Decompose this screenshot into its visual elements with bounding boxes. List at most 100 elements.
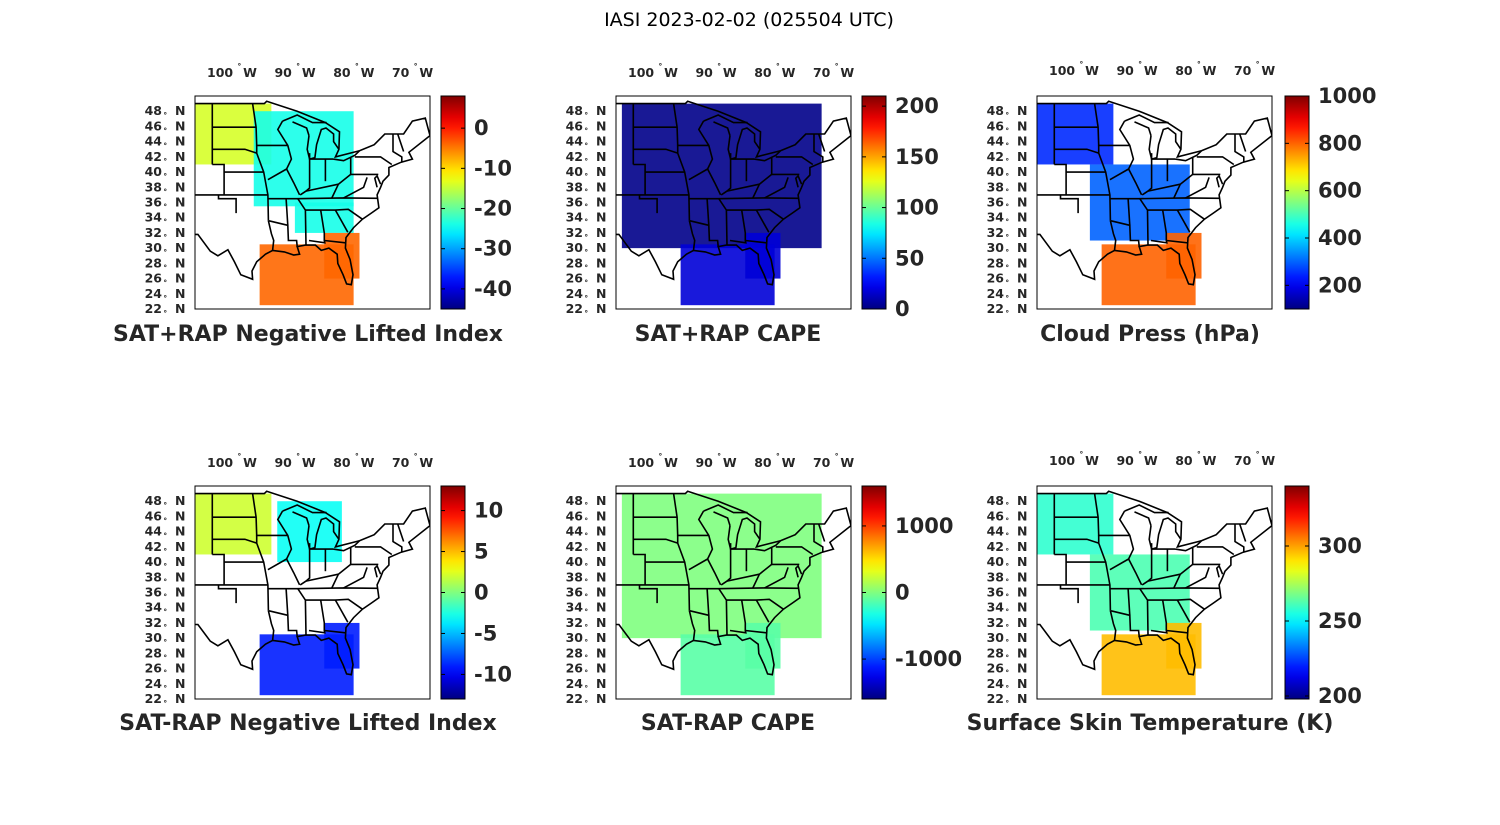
state-border — [396, 523, 405, 542]
lat-hemisphere-label: N — [175, 210, 185, 225]
lon-hemisphere-label: W — [840, 455, 854, 470]
lon-tick-label: 70 — [392, 65, 410, 80]
lat-hemisphere-label: N — [175, 286, 185, 301]
degree-symbol: ˚ — [584, 578, 589, 589]
state-border — [267, 220, 275, 251]
degree-symbol: ˚ — [163, 249, 168, 260]
lat-tick-label: 36 — [145, 585, 163, 600]
colorbar-tick-label: 0 — [895, 581, 910, 605]
map-borders — [195, 100, 430, 286]
panel-title: SAT-RAP CAPE — [641, 711, 815, 736]
colorbar — [1285, 486, 1309, 699]
state-border — [268, 197, 378, 200]
lon-hemisphere-label: W — [1261, 63, 1275, 78]
lon-hemisphere-label: W — [664, 455, 678, 470]
state-border — [1148, 127, 1182, 161]
colorbar-tick-label: 0 — [474, 581, 489, 605]
state-border — [727, 127, 761, 161]
degree-symbol: ˚ — [834, 453, 839, 464]
lat-hemisphere-label: N — [596, 569, 606, 584]
state-border — [285, 198, 289, 226]
lat-hemisphere-label: N — [1017, 554, 1027, 569]
degree-symbol: ˚ — [717, 63, 722, 74]
colorbar-frame — [861, 95, 887, 310]
lat-tick-label: 36 — [987, 585, 1005, 600]
colorbar-tick-label: 800 — [1318, 131, 1362, 155]
map-frame — [1036, 95, 1273, 310]
lat-hemisphere-label: N — [1017, 615, 1027, 630]
lon-tick-label: 80 — [754, 65, 772, 80]
state-border — [689, 587, 799, 590]
degree-symbol: ˚ — [584, 112, 589, 123]
lon-tick-label: 70 — [813, 455, 831, 470]
colorbar-tick-label: 300 — [1318, 534, 1362, 558]
lat-tick-label: 24 — [145, 286, 163, 301]
state-border — [343, 567, 368, 589]
colorbar-tick-label: 50 — [895, 246, 924, 270]
degree-symbol: ˚ — [584, 654, 589, 665]
lat-hemisphere-label: N — [175, 149, 185, 164]
state-border — [306, 517, 340, 551]
degree-symbol: ˚ — [584, 264, 589, 275]
state-border — [217, 584, 237, 604]
state-border — [285, 558, 301, 586]
colorbar-tick-label: 1000 — [1318, 84, 1376, 108]
lat-tick-label: 40 — [145, 164, 163, 179]
lat-hemisphere-label: N — [596, 118, 606, 133]
lat-tick-label: 40 — [987, 554, 1005, 569]
data-field-group — [195, 103, 360, 306]
map-frame — [615, 485, 852, 700]
colorbar-tick-label: 100 — [895, 196, 939, 220]
colorbar-tick-label: 0 — [474, 116, 489, 140]
lat-tick-label: 46 — [145, 508, 163, 523]
degree-symbol: ˚ — [163, 204, 168, 215]
colorbar-tick-label: 200 — [895, 94, 939, 118]
lat-tick-label: 44 — [145, 524, 163, 539]
state-border — [373, 174, 382, 188]
lat-tick-label: 28 — [987, 255, 1004, 270]
degree-symbol: ˚ — [584, 280, 589, 291]
lon-tick-label: 80 — [333, 65, 351, 80]
map-frame — [194, 95, 431, 310]
lon-tick-label: 80 — [333, 455, 351, 470]
state-border — [1110, 587, 1220, 590]
degree-symbol: ˚ — [163, 624, 168, 635]
degree-symbol: ˚ — [1138, 451, 1143, 462]
state-border — [332, 150, 361, 162]
lat-hemisphere-label: N — [1017, 585, 1027, 600]
degree-symbol: ˚ — [776, 63, 781, 74]
state-border — [1196, 156, 1235, 166]
degree-symbol: ˚ — [658, 453, 663, 464]
lat-tick-label: 48 — [987, 103, 1004, 118]
state-border — [1215, 174, 1224, 188]
map-panel-2: 100 ˚ W 90 ˚ W 80 ˚ W 70 ˚ W48 ˚ N46 ˚ N44 ˚ N42 ˚ N40 ˚ N38 ˚… — [566, 63, 939, 347]
lat-hemisphere-label: N — [596, 301, 606, 316]
state-border — [1127, 588, 1131, 616]
panel-title: SAT+RAP Negative Lifted Index — [113, 322, 503, 347]
lat-hemisphere-label: N — [175, 676, 185, 691]
lat-tick-label: 40 — [145, 554, 163, 569]
degree-symbol: ˚ — [163, 533, 168, 544]
state-border — [305, 573, 339, 582]
lon-hemisphere-label: W — [664, 65, 678, 80]
data-field — [1037, 493, 1114, 555]
lat-tick-label: 36 — [566, 195, 584, 210]
lat-hemisphere-label: N — [596, 691, 606, 706]
colorbar-tick-label: -5 — [474, 621, 497, 645]
panel-title: SAT-RAP Negative Lifted Index — [119, 711, 496, 736]
lon-hemisphere-label: W — [302, 65, 316, 80]
lat-hemisphere-label: N — [175, 539, 185, 554]
panel-title: Surface Skin Temperature (K) — [967, 711, 1334, 736]
lon-tick-label: 70 — [1234, 63, 1252, 78]
degree-symbol: ˚ — [163, 654, 168, 665]
lat-tick-label: 42 — [987, 149, 1004, 164]
lat-tick-label: 32 — [987, 225, 1004, 240]
state-border — [1134, 121, 1152, 136]
state-border — [1147, 598, 1205, 610]
state-border — [638, 584, 658, 604]
lat-tick-label: 28 — [566, 255, 583, 270]
degree-symbol: ˚ — [163, 594, 168, 605]
state-border — [268, 220, 298, 247]
degree-symbol: ˚ — [355, 453, 360, 464]
panel-title: SAT+RAP CAPE — [635, 322, 822, 347]
